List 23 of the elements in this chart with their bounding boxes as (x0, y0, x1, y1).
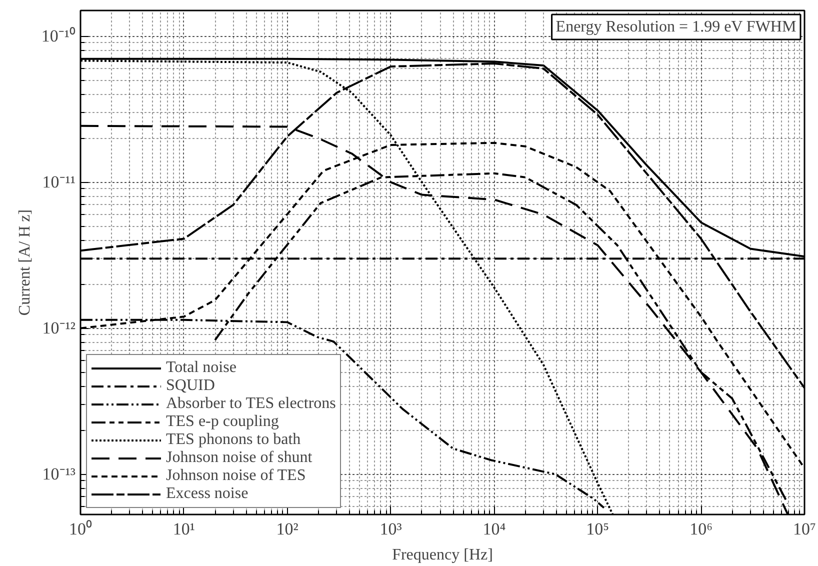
legend-label: Johnson noise of TES (166, 467, 306, 485)
x-tick-label: 10² (276, 520, 298, 538)
legend-label: TES phonons to bath (166, 431, 301, 449)
y-tick-label: 10⁻¹³ (42, 464, 76, 484)
legend-label: Excess noise (166, 485, 248, 503)
legend-label: Absorber to TES electrons (166, 395, 336, 413)
x-tick-label: 10⁶ (690, 520, 713, 538)
x-axis-title: Frequency [Hz] (392, 546, 493, 564)
y-axis-title: Current [A/ H z] (16, 209, 34, 316)
x-tick-label: 10⁴ (482, 520, 506, 538)
y-tick-label: 10⁻¹² (42, 318, 76, 338)
x-tick-label: 10¹ (172, 520, 195, 538)
x-tick-label: 10³ (380, 520, 402, 538)
legend-label: Total noise (166, 359, 236, 377)
legend-label: Johnson noise of shunt (166, 449, 312, 467)
legend-label: TES e-p coupling (166, 413, 279, 431)
x-tick-label: 10⁷ (793, 520, 816, 538)
legend-label: SQUID (166, 377, 215, 395)
annotation: Energy Resolution = 1.99 eV FWHM (556, 18, 796, 36)
x-tick-label: 10⁰ (69, 520, 92, 538)
y-tick-label: 10⁻¹¹ (42, 172, 76, 192)
x-tick-label: 10⁵ (586, 520, 610, 538)
y-tick-label: 10⁻¹⁰ (41, 26, 76, 46)
